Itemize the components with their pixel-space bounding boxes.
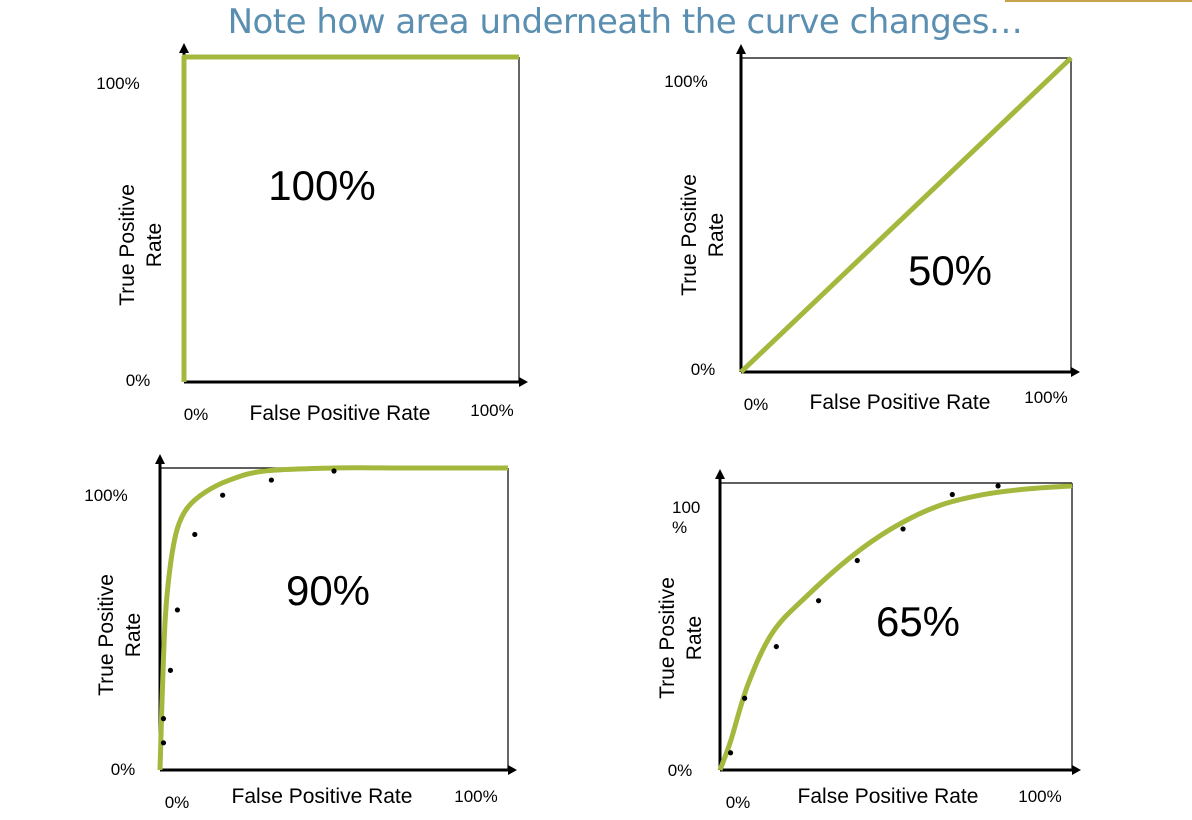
roc-point xyxy=(995,483,1001,489)
y-axis-arrow xyxy=(715,469,725,479)
y-axis-arrow xyxy=(736,44,746,54)
top-decoration-rule xyxy=(1005,0,1192,2)
auc-value-label: 100% xyxy=(268,162,375,209)
roc-point xyxy=(167,667,174,673)
roc-point xyxy=(220,492,226,498)
x-tick-label-min: 0% xyxy=(726,793,751,812)
roc-curve xyxy=(157,465,508,771)
y-tick-label-max: 100% xyxy=(672,498,700,537)
y-tick-label-min: 0% xyxy=(691,360,716,379)
y-tick-label-min: 0% xyxy=(668,761,693,780)
roc-point xyxy=(815,598,822,604)
auc-value-label: 90% xyxy=(286,567,370,614)
x-tick-label-max: 100% xyxy=(470,401,513,420)
roc-point xyxy=(727,750,734,756)
x-tick-label-max: 100% xyxy=(1018,787,1061,806)
roc-point xyxy=(160,740,167,746)
roc-point xyxy=(192,531,198,538)
y-axis-label: True Positive Rate xyxy=(116,184,166,306)
x-axis-arrow xyxy=(519,377,528,387)
x-axis-label: False Positive Rate xyxy=(232,785,413,808)
y-axis-arrow xyxy=(155,454,165,464)
roc-chart-3: 90% 0% 100% 0% 100% False Positive Rate True P… xyxy=(84,454,517,812)
roc-point xyxy=(160,716,167,722)
x-axis-label: False Positive Rate xyxy=(810,391,991,414)
roc-point xyxy=(331,468,337,474)
x-axis-label: False Positive Rate xyxy=(798,785,979,808)
roc-chart-2: 50% 0% 100% 0% 100% False Positive Rate True P… xyxy=(664,44,1080,414)
roc-curve xyxy=(717,483,1073,771)
y-tick-label-max: 100% xyxy=(96,74,139,93)
roc-curve xyxy=(181,54,519,382)
x-axis-arrow xyxy=(1071,367,1080,377)
roc-point xyxy=(900,526,906,532)
y-axis-arrow xyxy=(179,43,189,53)
y-tick-label-max: 100% xyxy=(84,486,127,505)
x-tick-label-max: 100% xyxy=(1024,388,1067,407)
roc-point xyxy=(949,491,955,498)
roc-curve xyxy=(739,56,1073,374)
y-tick-label-max: 100% xyxy=(664,72,707,91)
x-tick-label-max: 100% xyxy=(454,787,497,806)
x-tick-label-min: 0% xyxy=(165,793,190,812)
roc-point xyxy=(742,695,748,701)
y-tick-label-min: 0% xyxy=(111,760,136,779)
x-axis-arrow xyxy=(508,765,517,775)
x-axis-label: False Positive Rate xyxy=(250,402,431,425)
y-axis-label: True Positive Rate xyxy=(678,174,728,296)
slide-title: Note how area underneath the curve chang… xyxy=(227,2,1023,42)
auc-value-label: 50% xyxy=(908,247,992,294)
roc-chart-1: 100% 0% 100% 0% 100% False Positive Rate True … xyxy=(96,43,528,425)
roc-chart-4: 65% 0% 100% 0% 100 % False Positive Rate True P… xyxy=(656,469,1081,812)
x-tick-label-min: 0% xyxy=(744,395,769,414)
x-axis-arrow xyxy=(1072,765,1081,775)
roc-point xyxy=(773,643,779,650)
auc-value-label: 65% xyxy=(876,598,960,645)
roc-point xyxy=(174,607,180,613)
y-axis-label: True Positive Rate xyxy=(656,577,706,699)
y-tick-label-min: 0% xyxy=(126,371,151,390)
roc-point xyxy=(854,557,860,564)
x-tick-label-min: 0% xyxy=(184,405,209,424)
y-axis-label: True Positive Rate xyxy=(95,574,145,696)
roc-point xyxy=(268,477,274,483)
